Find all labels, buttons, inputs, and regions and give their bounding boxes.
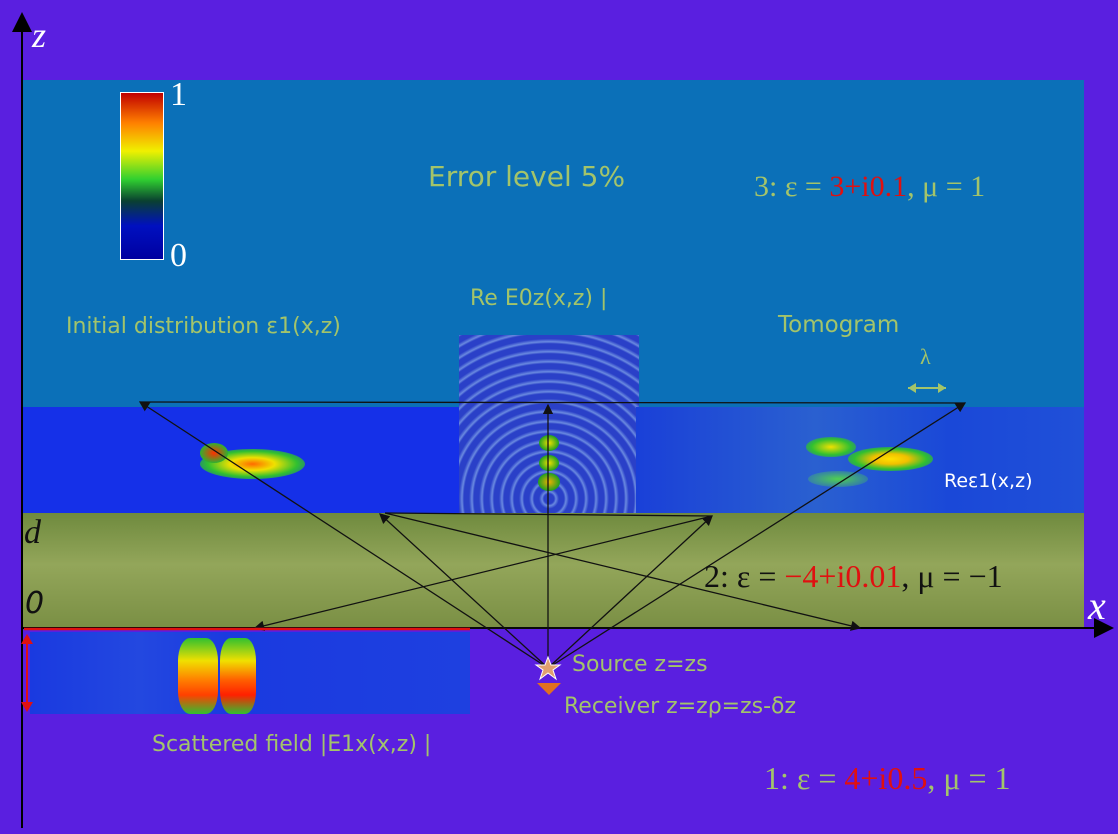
initial-distribution-label: Initial distribution ε1(x,z) [66, 314, 341, 339]
d-label: d [24, 514, 41, 551]
wavelength-arrow-left-head [908, 383, 916, 393]
ray-line [138, 401, 549, 669]
ray-line [253, 515, 713, 631]
region3-eps: 3+i0.1 [829, 170, 908, 203]
field-label: Re E0z(x,z) | [470, 286, 608, 311]
region2-suffix: , μ = −1 [901, 558, 1003, 594]
wavelength-arrow-right-head [938, 383, 946, 393]
region1-prefix: 1: ε = [764, 760, 845, 796]
field-pattern-image [459, 335, 639, 513]
region1-eps: 4+i0.5 [844, 760, 928, 796]
region3-label: 3: ε = 3+i0.1, μ = 1 [754, 170, 985, 204]
region2-label: 2: ε = −4+i0.01, μ = −1 [704, 558, 1003, 595]
colorbar-max-label: 1 [170, 76, 187, 113]
ray-line [139, 401, 966, 404]
colorbar [120, 92, 164, 260]
initial-distribution-image [22, 407, 460, 513]
source-star-icon [534, 655, 562, 681]
region2-prefix: 2: ε = [704, 558, 785, 594]
ray-line [384, 512, 713, 517]
region1-label: 1: ε = 4+i0.5, μ = 1 [764, 760, 1011, 797]
region3-prefix: 3: ε = [754, 170, 830, 203]
re-eps-label: Reε1(x,z) [944, 470, 1033, 492]
wavelength-label: λ [920, 344, 931, 369]
ray-line [379, 513, 549, 669]
region1-suffix: , μ = 1 [927, 760, 1011, 796]
region2-eps: −4+i0.01 [784, 558, 902, 594]
page-title: Error level 5% [428, 160, 626, 193]
scatter-height-marker-bottom-head [21, 702, 33, 712]
metamaterial-slab [22, 513, 1084, 628]
scattered-field-image [30, 632, 470, 714]
z-axis-label: z [32, 15, 47, 55]
ray-line [547, 402, 967, 669]
receiver-label: Receiver z=zρ=zs-δz [564, 694, 797, 719]
ray-line [547, 515, 713, 669]
ray-line [384, 512, 862, 631]
source-label: Source z=zs [572, 652, 708, 677]
origin-label: 0 [25, 586, 45, 621]
colorbar-min-label: 0 [170, 237, 187, 274]
scattered-field-label: Scattered field |E1x(x,z) | [152, 732, 432, 757]
x-axis-label: x [1088, 583, 1106, 628]
receiver-triangle-icon [537, 683, 561, 695]
scatter-height-marker-top-head [21, 634, 33, 644]
tomogram-label: Tomogram [778, 312, 900, 338]
region3-suffix: , μ = 1 [907, 170, 986, 203]
